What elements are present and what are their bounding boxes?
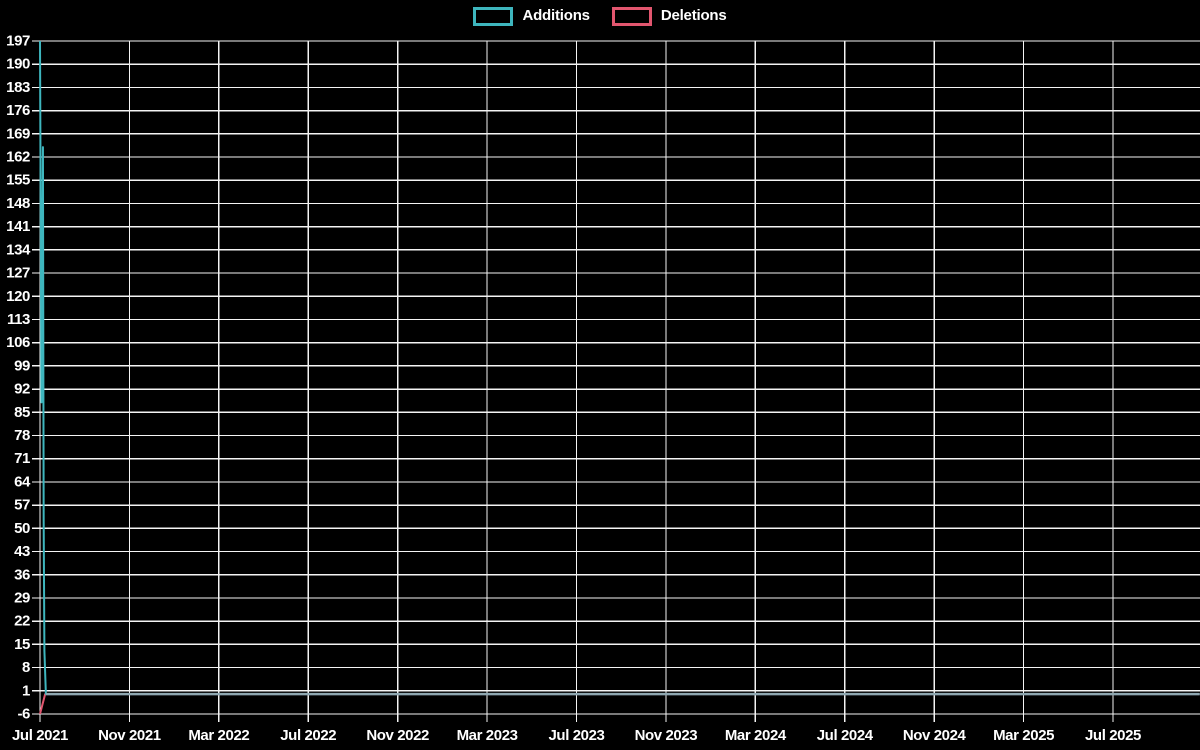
x-axis-label: Nov 2024 (903, 727, 967, 744)
x-axis-label: Nov 2021 (98, 727, 161, 744)
gridlines (39, 40, 1200, 715)
y-axis-label: 113 (7, 311, 30, 328)
y-axis-label: 71 (14, 450, 30, 467)
x-axis-label: Mar 2023 (457, 727, 518, 744)
legend-label-deletions: Deletions (660, 7, 727, 24)
y-axis-label: 148 (6, 195, 30, 212)
legend-item-deletions[interactable]: Deletions (611, 6, 727, 26)
y-axis-label: 29 (14, 589, 30, 606)
legend-item-additions[interactable]: Additions (473, 6, 590, 26)
x-axis-label: Jul 2021 (12, 727, 68, 744)
legend-label-additions: Additions (522, 7, 590, 24)
x-axis-label: Jul 2025 (1085, 727, 1141, 744)
x-axis-label: Nov 2022 (366, 727, 429, 744)
axis-labels: 197 190 183 176 169 162 155 148 141 134 127 120 113 1… (6, 33, 1141, 745)
x-axis-label: Jul 2024 (817, 727, 874, 744)
x-axis-label: Jul 2022 (280, 727, 336, 744)
y-axis-label: 22 (14, 613, 30, 630)
y-axis-label: 162 (6, 149, 30, 166)
x-axis-label: Mar 2024 (725, 727, 787, 744)
y-axis-label: 176 (6, 102, 30, 119)
y-axis-label: 43 (14, 543, 30, 560)
additions-color-swatch (473, 6, 514, 26)
x-axis-label: Mar 2022 (188, 727, 249, 744)
y-axis-label: 190 (6, 56, 30, 73)
y-axis-label: -6 (17, 706, 30, 723)
y-axis-label: 78 (14, 427, 30, 444)
x-axis-label: Nov 2023 (635, 727, 698, 744)
y-axis-label: 169 (6, 125, 30, 142)
y-axis-label: 99 (14, 357, 30, 374)
y-axis-label: 92 (14, 381, 30, 398)
axis-ticks (32, 40, 1114, 722)
y-axis-label: 85 (14, 404, 30, 421)
y-axis-label: 127 (6, 265, 30, 282)
y-axis-label: 141 (6, 218, 30, 235)
y-axis-label: 155 (6, 172, 30, 189)
x-axis-label: Mar 2025 (993, 727, 1054, 744)
y-axis-label: 36 (14, 566, 30, 583)
y-axis-label: 57 (14, 497, 30, 514)
y-axis-label: 197 (6, 33, 30, 50)
deletions-color-swatch (611, 6, 652, 26)
y-axis-label: 120 (6, 288, 30, 305)
y-axis-label: 50 (14, 520, 30, 537)
y-axis-label: 8 (22, 659, 30, 676)
y-axis-label: 64 (14, 473, 31, 490)
chart-legend: Additions Deletions (0, 6, 1200, 26)
y-axis-label: 106 (6, 334, 30, 351)
y-axis-label: 183 (6, 79, 30, 96)
y-axis-label: 1 (22, 682, 30, 699)
x-axis-label: Jul 2023 (548, 727, 604, 744)
y-axis-label: 15 (14, 636, 30, 653)
y-axis-label: 134 (6, 241, 31, 258)
